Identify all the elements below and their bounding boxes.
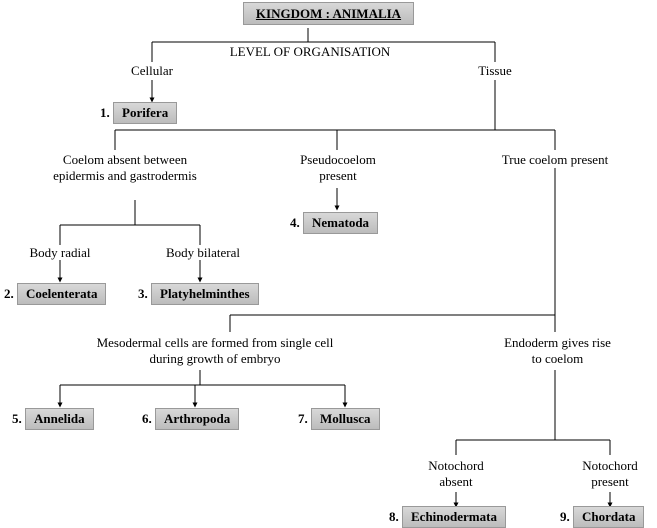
diagram-connectors bbox=[0, 0, 657, 527]
taxon-name: Arthropoda bbox=[155, 408, 239, 430]
taxon-chordata: 9. Chordata bbox=[560, 506, 644, 528]
branch-pseudocoelom: Pseudocoelom present bbox=[288, 152, 388, 184]
title: KINGDOM : ANIMALIA bbox=[0, 6, 657, 22]
taxon-num: 2. bbox=[4, 286, 14, 301]
taxon-name: Porifera bbox=[113, 102, 177, 124]
branch-notochord-absent: Notochord absent bbox=[420, 458, 492, 490]
taxon-num: 3. bbox=[138, 286, 148, 301]
title-text: KINGDOM : ANIMALIA bbox=[243, 2, 414, 25]
taxon-name: Coelenterata bbox=[17, 283, 106, 305]
branch-body-radial: Body radial bbox=[20, 245, 100, 261]
taxon-name: Chordata bbox=[573, 506, 644, 528]
taxon-name: Echinodermata bbox=[402, 506, 506, 528]
branch-cellular: Cellular bbox=[120, 63, 184, 79]
branch-notochord-present: Notochord present bbox=[574, 458, 646, 490]
taxon-num: 7. bbox=[298, 411, 308, 426]
branch-true-coelom: True coelom present bbox=[490, 152, 620, 168]
branch-mesodermal: Mesodermal cells are formed from single … bbox=[85, 335, 345, 367]
taxon-num: 5. bbox=[12, 411, 22, 426]
taxon-coelenterata: 2. Coelenterata bbox=[4, 283, 106, 305]
taxon-name: Nematoda bbox=[303, 212, 378, 234]
taxon-name: Platyhelminthes bbox=[151, 283, 259, 305]
branch-body-bilateral: Body bilateral bbox=[158, 245, 248, 261]
taxon-num: 6. bbox=[142, 411, 152, 426]
taxon-num: 4. bbox=[290, 215, 300, 230]
taxon-num: 9. bbox=[560, 509, 570, 524]
branch-tissue: Tissue bbox=[465, 63, 525, 79]
taxon-name: Mollusca bbox=[311, 408, 380, 430]
taxon-porifera: 1. Porifera bbox=[100, 102, 177, 124]
taxon-nematoda: 4. Nematoda bbox=[290, 212, 378, 234]
taxon-platyhelminthes: 3. Platyhelminthes bbox=[138, 283, 259, 305]
taxon-name: Annelida bbox=[25, 408, 94, 430]
taxon-annelida: 5. Annelida bbox=[12, 408, 94, 430]
branch-endoderm: Endoderm gives rise to coelom bbox=[500, 335, 615, 367]
taxon-mollusca: 7. Mollusca bbox=[298, 408, 380, 430]
branch-coelom-absent: Coelom absent between epidermis and gast… bbox=[50, 152, 200, 184]
taxon-num: 1. bbox=[100, 105, 110, 120]
taxon-echinodermata: 8. Echinodermata bbox=[389, 506, 506, 528]
level-label: LEVEL OF ORGANISATION bbox=[200, 44, 420, 60]
taxon-num: 8. bbox=[389, 509, 399, 524]
taxon-arthropoda: 6. Arthropoda bbox=[142, 408, 239, 430]
